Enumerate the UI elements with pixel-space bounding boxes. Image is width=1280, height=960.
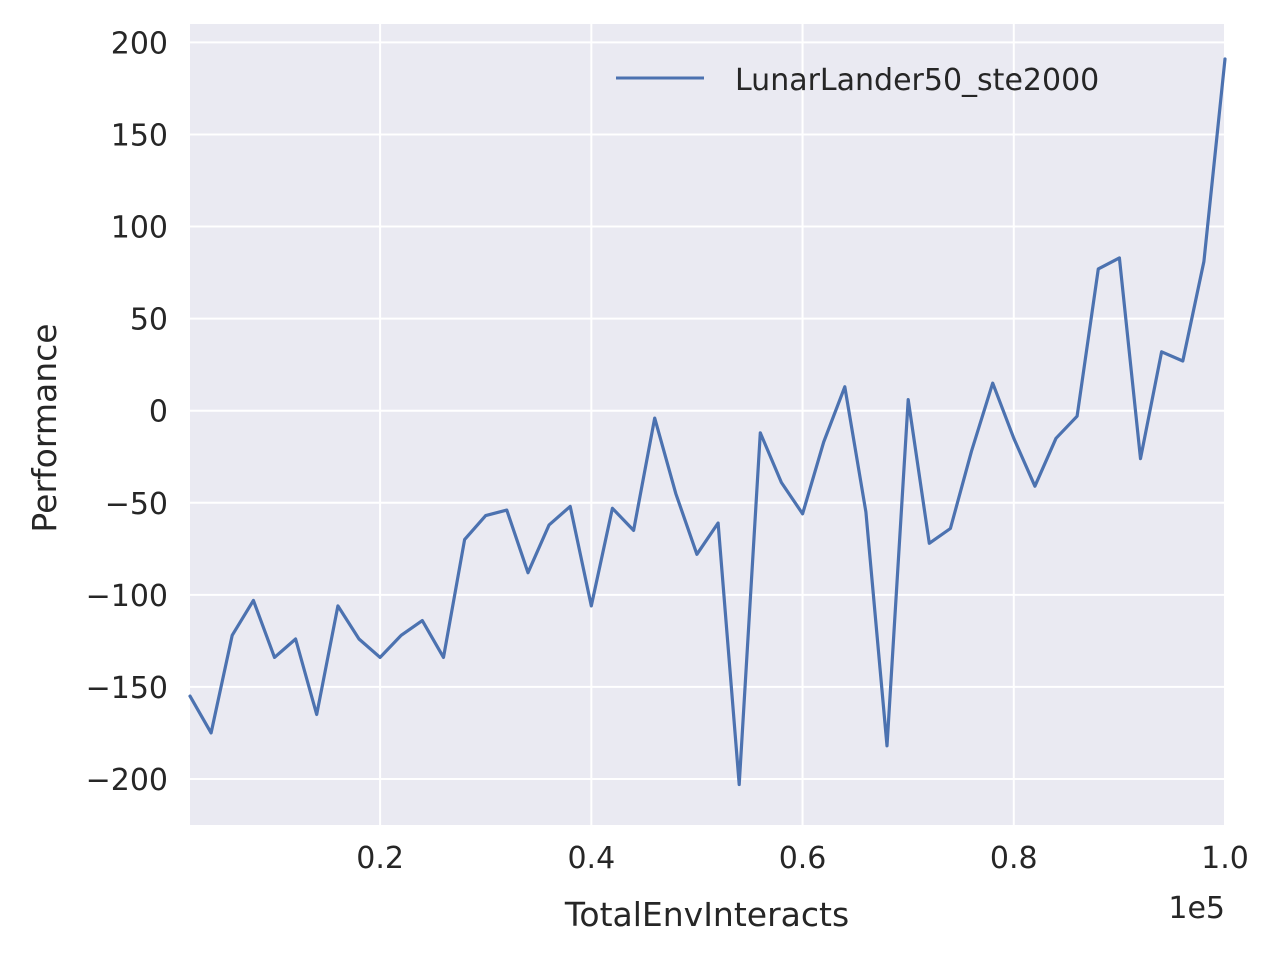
y-tick-label: −200 [86, 763, 168, 798]
y-tick-label: −150 [86, 671, 168, 706]
y-tick-labels: −200 −150 −100 −50 0 50 100 150 200 [86, 26, 168, 798]
y-tick-label: 150 [111, 118, 168, 153]
y-axis-title: Performance [25, 323, 64, 532]
x-tick-labels: 0.2 0.4 0.6 0.8 1.0 [356, 841, 1249, 876]
series-line [188, 57, 1227, 787]
x-tick-label: 0.8 [990, 841, 1038, 876]
x-tick-label: 1.0 [1201, 841, 1249, 876]
legend: LunarLander50_ste2000 [616, 63, 1099, 98]
y-tick-label: −50 [105, 487, 168, 522]
y-gridlines [190, 41, 1225, 780]
x-gridlines [379, 24, 1226, 825]
x-axis-title: TotalEnvInteracts [564, 895, 849, 934]
x-offset-label: 1e5 [1168, 891, 1225, 926]
plot-area [190, 24, 1225, 825]
x-tick-label: 0.6 [779, 841, 827, 876]
legend-label: LunarLander50_ste2000 [735, 63, 1099, 98]
series-layer [188, 57, 1227, 787]
y-tick-label: 50 [130, 303, 168, 338]
y-tick-label: 100 [111, 211, 168, 246]
y-tick-label: 0 [149, 395, 168, 430]
y-tick-label: −100 [86, 579, 168, 614]
x-tick-label: 0.4 [567, 841, 615, 876]
x-tick-label: 0.2 [356, 841, 404, 876]
y-tick-label: 200 [111, 26, 168, 61]
